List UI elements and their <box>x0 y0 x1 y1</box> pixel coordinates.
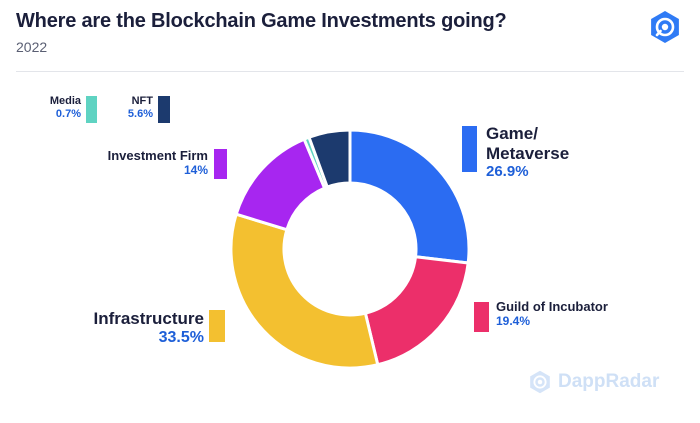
legend-swatch-game-metaverse <box>462 126 477 172</box>
legend-swatch-nft <box>158 96 170 123</box>
legend-swatch-infrastructure <box>209 310 225 342</box>
legend-swatch-guild-of-incubator <box>474 302 489 332</box>
slice-guild-of-incubator <box>363 255 470 367</box>
legend-value-game-metaverse: 26.9% <box>486 163 529 181</box>
legend-name-nft: NFT <box>131 95 153 107</box>
legend-name-infrastructure: Infrastructure <box>93 309 204 328</box>
legend-value-investment-firm: 14% <box>183 162 208 177</box>
legend-name-media: Media <box>49 95 81 107</box>
legend-label-nft: NFT 5.6% <box>128 95 153 120</box>
dappradar-logo-icon <box>648 10 682 44</box>
watermark: DappRadar <box>528 370 659 394</box>
legend-label-media: Media 0.7% <box>50 95 81 120</box>
dappradar-watermark-icon <box>530 370 550 394</box>
legend-value-guild-of-incubator: 19.4% <box>496 313 531 328</box>
slice-nft <box>307 128 352 189</box>
header-divider <box>16 71 684 72</box>
chart-subtitle: 2022 <box>16 39 48 55</box>
chart-title: Where are the Blockchain Game Investment… <box>16 10 507 32</box>
legend-name-game-metaverse-1: Game/ <box>486 124 538 143</box>
legend-value-infrastructure: 33.5% <box>158 328 204 346</box>
legend-name-investment-firm: Investment Firm <box>107 148 208 163</box>
legend-name-guild-of-incubator: Guild of Incubator <box>496 299 608 314</box>
slice-infrastructure <box>229 212 380 370</box>
slice-game-metaverse <box>348 128 471 265</box>
legend-value-nft: 5.6% <box>127 107 153 120</box>
legend-label-game-metaverse: Game/Metaverse 26.9% <box>486 124 569 180</box>
legend-swatch-media <box>86 96 97 123</box>
legend-swatch-investment-firm <box>214 149 227 179</box>
legend-label-infrastructure: Infrastructure 33.5% <box>93 309 204 347</box>
watermark-text: DappRadar <box>558 371 660 392</box>
legend-label-investment-firm: Investment Firm 14% <box>107 148 208 178</box>
legend-label-guild-of-incubator: Guild of Incubator 19.4% <box>496 299 608 329</box>
legend-name-game-metaverse-2: Metaverse <box>486 143 570 163</box>
legend-value-media: 0.7% <box>55 107 81 120</box>
